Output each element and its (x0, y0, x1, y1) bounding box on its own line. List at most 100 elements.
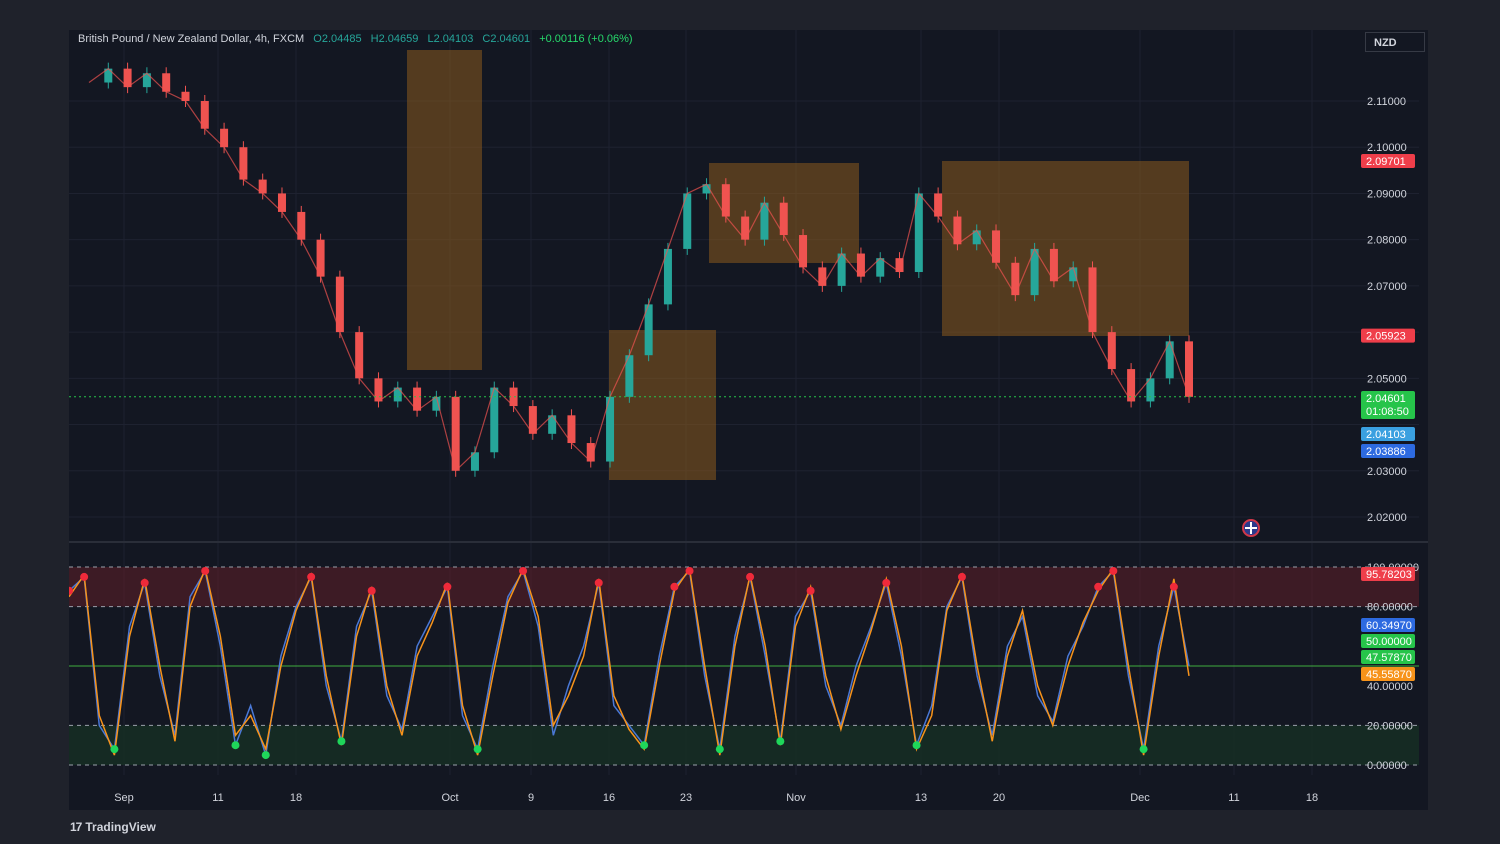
signal-dot (1139, 745, 1148, 754)
candle-body (181, 91, 190, 101)
osc-badge-label: 45.55870 (1366, 669, 1412, 681)
price-tick-label: 2.07000 (1367, 281, 1407, 293)
time-tick-label: Dec (1130, 792, 1150, 804)
candle-body (683, 193, 692, 249)
candle-body (567, 415, 576, 444)
candle-body (876, 258, 885, 277)
candle-body (277, 193, 286, 212)
candle-body (1088, 267, 1097, 333)
candle-body (837, 253, 846, 286)
signal-dot (685, 566, 694, 575)
price-tick-label: 2.08000 (1367, 235, 1407, 247)
candle-body (1146, 378, 1155, 402)
d-line (69, 566, 1190, 756)
signal-dot (882, 578, 891, 587)
price-badge-bg (1361, 154, 1415, 169)
high-value: H2.04659 (370, 33, 419, 45)
osc-badge-bg (1361, 618, 1415, 632)
oversold-band (69, 725, 1419, 765)
open-value: O2.04485 (313, 33, 362, 45)
candle-body (1185, 341, 1193, 397)
osc-tick-label: 40.00000 (1367, 681, 1413, 693)
signal-dot (473, 745, 482, 754)
time-tick-label: 20 (993, 792, 1005, 804)
signal-dot (367, 586, 376, 595)
osc-badge-bg (1361, 650, 1415, 664)
osc-badge-label: 60.34970 (1366, 620, 1412, 632)
candle-body (239, 147, 248, 180)
signal-dot (746, 572, 755, 581)
signal-dot (261, 751, 270, 760)
osc-badge-label: 50.00000 (1366, 636, 1412, 648)
candle-body (509, 387, 518, 407)
change-value: +0.00116 (+0.06%) (539, 33, 633, 45)
close-value: C2.04601 (482, 33, 531, 45)
candle-body (972, 230, 981, 245)
oscillator-axis: 100.0000080.0000040.0000020.000000.00000… (1361, 562, 1419, 772)
candle-body (374, 378, 383, 402)
osc-badge-bg (1361, 667, 1415, 681)
candle-body (644, 304, 653, 356)
countdown-label: 01:08:50 (1366, 406, 1409, 418)
time-tick-label: Nov (786, 792, 806, 804)
osc-badge-label: 95.78203 (1366, 569, 1412, 581)
osc-badge: 45.55870 (1361, 667, 1415, 681)
chart-frame[interactable]: 2.11000 2.10000 2.09000 2.08000 2.07000 2.050… (69, 30, 1428, 810)
price-badge: 2.05923 (1361, 328, 1415, 343)
time-tick-label: 9 (528, 792, 534, 804)
signal-dot (519, 566, 528, 575)
osc-badge: 95.78203 (1361, 567, 1415, 581)
candle-body (721, 184, 730, 217)
price-tick-label: 2.03000 (1367, 466, 1407, 478)
candle-body (818, 267, 827, 286)
time-tick-label: 23 (680, 792, 692, 804)
symbol-name: British Pound / New Zealand Dollar, 4h, … (78, 33, 305, 45)
candle-body (258, 179, 267, 194)
candle-body (625, 355, 634, 397)
price-line (88, 67, 1190, 472)
candle-body (393, 387, 402, 402)
candle-body (1069, 267, 1078, 282)
candle-body (1049, 248, 1058, 282)
price-badge-bg (1361, 427, 1415, 441)
zone-box (609, 330, 716, 480)
time-tick-label: 16 (603, 792, 615, 804)
price-badge-bg (1361, 391, 1415, 419)
chart-canvas[interactable]: 2.11000 2.10000 2.09000 2.08000 2.07000 2.050… (69, 30, 1428, 810)
price-tick-label: 2.05000 (1367, 373, 1407, 385)
price-badge-bg (1361, 444, 1415, 458)
price-badge-label: 2.03886 (1366, 446, 1406, 458)
candle-body (200, 101, 209, 129)
price-badge-bg (1361, 328, 1415, 343)
low-value: L2.04103 (427, 33, 474, 45)
osc-tick-label: 20.00000 (1367, 720, 1413, 732)
candle-body (586, 443, 595, 462)
time-tick-label: 18 (1306, 792, 1318, 804)
currency-selector[interactable]: NZD (1365, 32, 1425, 52)
candle-body (1107, 332, 1116, 370)
symbol-legend: British Pound / New Zealand Dollar, 4h, … (78, 33, 633, 45)
candle-body (432, 396, 441, 411)
signal-dot (670, 582, 679, 591)
price-badge-label: 2.04601 (1366, 393, 1406, 405)
candle-body (490, 387, 499, 453)
price-tick-label: 2.02000 (1367, 512, 1407, 524)
candle-body (799, 235, 808, 268)
signal-dot (69, 586, 73, 595)
price-badge-label: 2.09701 (1366, 156, 1406, 168)
candle-body (1165, 341, 1174, 379)
candle-body (220, 128, 229, 148)
tradingview-logo[interactable]: 17 TradingView (70, 820, 156, 834)
candle-body (953, 216, 962, 245)
time-tick-label: 18 (290, 792, 302, 804)
time-tick-label: Sep (114, 792, 134, 804)
signal-dot (110, 745, 119, 754)
candle-body (934, 193, 943, 217)
tradingview-logo-icon: 17 (70, 820, 82, 834)
candle-body (142, 73, 151, 88)
uk-flag-event-icon[interactable] (1242, 519, 1260, 537)
candle-body (162, 73, 171, 92)
time-tick-label: 11 (212, 792, 223, 804)
signal-dot (307, 572, 316, 581)
candles (104, 62, 1193, 477)
